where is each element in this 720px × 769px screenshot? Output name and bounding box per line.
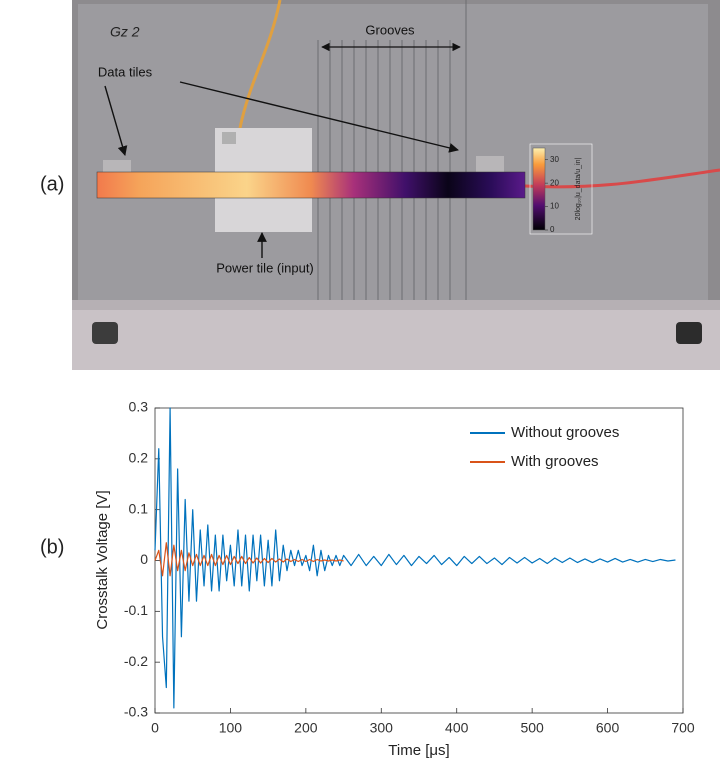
- panel-label: (b): [40, 536, 64, 558]
- x-tick-label: 100: [219, 720, 243, 736]
- x-tick-label: 700: [671, 720, 695, 736]
- y-tick-label: 0.1: [129, 500, 149, 516]
- colorbar-label: 20log₁₀|u_data/u_in|: [575, 158, 582, 221]
- y-tick-label: 0: [140, 551, 148, 567]
- colorbar-tick-label: 30: [550, 155, 559, 164]
- colorbar-tick-label: 0: [550, 225, 555, 234]
- plate-mark: Gz 2: [110, 24, 140, 40]
- x-axis-label: Time [μs]: [388, 742, 449, 759]
- x-tick-label: 300: [370, 720, 394, 736]
- power-tile-label: Power tile (input): [216, 260, 314, 275]
- legend-label: With grooves: [511, 453, 599, 470]
- y-tick-label: -0.2: [124, 653, 148, 669]
- x-tick-label: 200: [294, 720, 318, 736]
- colorbar-tick-label: 20: [550, 178, 559, 187]
- grooves-label: Grooves: [365, 22, 415, 37]
- plot-area: [154, 407, 684, 714]
- data-tiles-label: Data tiles: [98, 64, 153, 79]
- panel-label: (a): [40, 173, 64, 195]
- x-tick-label: 400: [445, 720, 469, 736]
- legend-label: Without grooves: [511, 424, 619, 441]
- x-tick-label: 600: [596, 720, 620, 736]
- y-axis-label: Crosstalk Voltage [V]: [94, 490, 111, 629]
- y-tick-label: 0.2: [129, 450, 149, 466]
- x-tick-label: 500: [520, 720, 544, 736]
- colorbar-tick-label: 10: [550, 202, 559, 211]
- y-tick-label: 0.3: [129, 399, 149, 415]
- series-line: [154, 407, 676, 709]
- series-line: [154, 542, 344, 577]
- y-tick-label: -0.3: [124, 704, 148, 720]
- photo: [72, 0, 720, 370]
- y-tick-label: -0.1: [124, 602, 148, 618]
- x-tick-label: 0: [151, 720, 159, 736]
